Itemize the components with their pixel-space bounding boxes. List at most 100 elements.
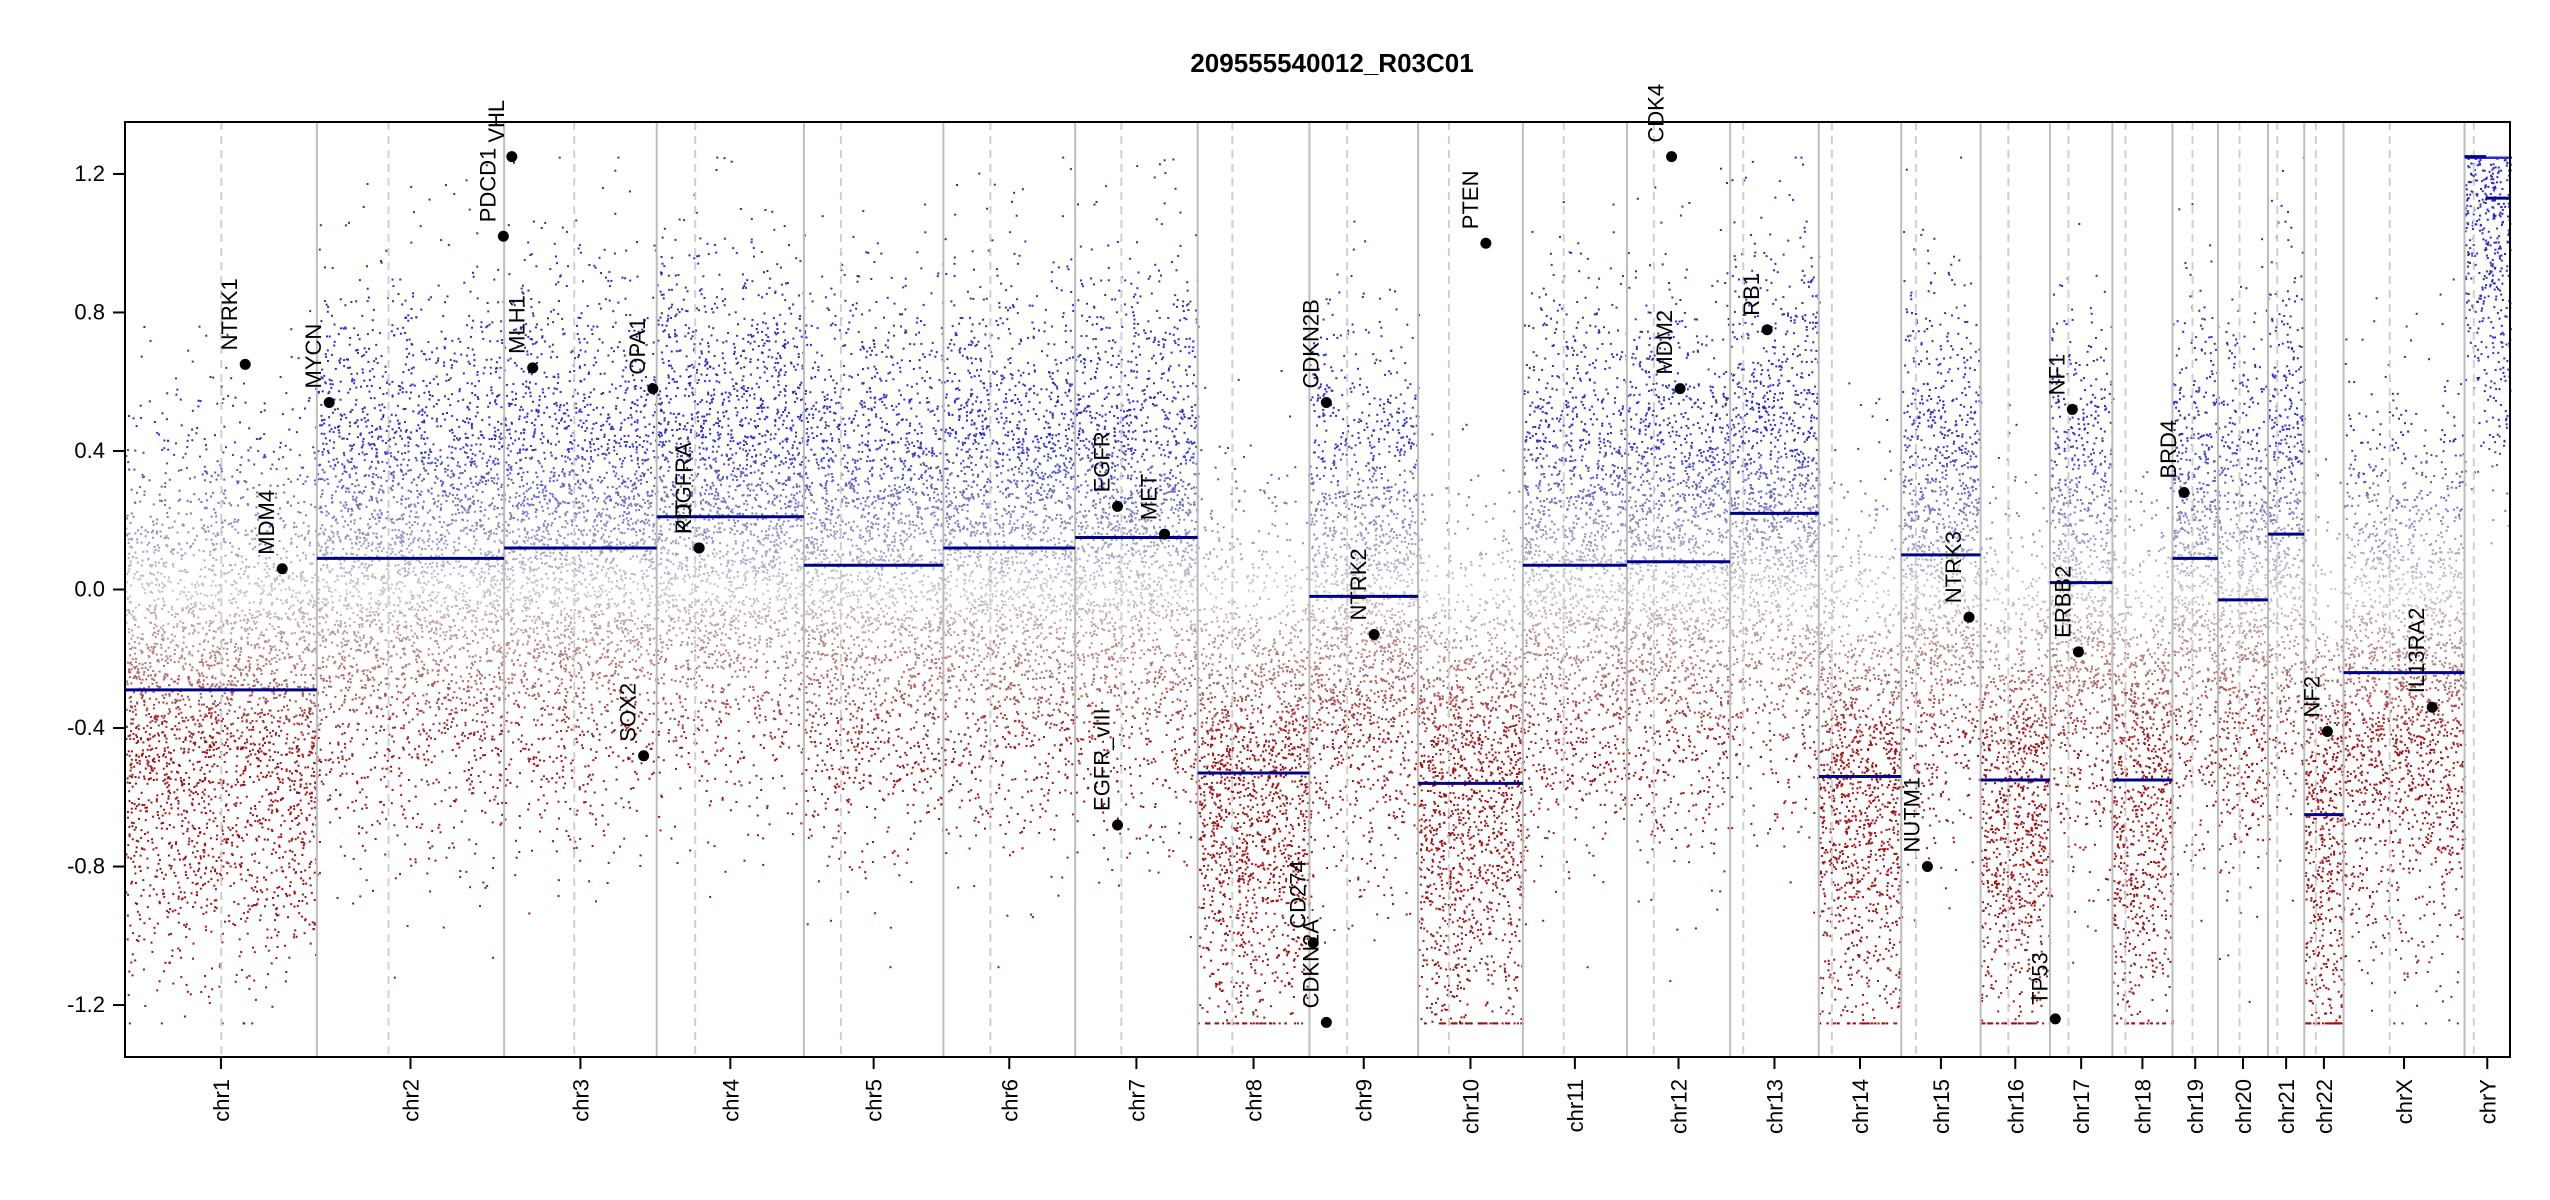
probe-point <box>166 827 168 830</box>
probe-point <box>351 772 354 775</box>
probe-point <box>312 684 315 687</box>
probe-point <box>272 897 274 899</box>
probe-point <box>212 630 215 633</box>
probe-point <box>465 179 468 182</box>
probe-point <box>380 535 383 538</box>
probe-point <box>164 961 167 964</box>
probe-point <box>329 771 331 773</box>
probe-point <box>299 576 302 579</box>
probe-point <box>247 700 250 703</box>
probe-point <box>249 656 252 659</box>
probe-point <box>359 609 362 612</box>
probe-point <box>254 807 257 810</box>
probe-point <box>180 711 183 714</box>
probe-point <box>470 569 473 572</box>
probe-point <box>236 746 239 749</box>
probe-point <box>300 722 303 725</box>
probe-point <box>313 801 316 804</box>
probe-point <box>307 618 310 621</box>
probe-point <box>432 599 434 602</box>
probe-point <box>265 557 268 560</box>
probe-point <box>304 480 307 483</box>
probe-point <box>407 441 410 444</box>
probe-point <box>498 539 501 542</box>
probe-point <box>252 889 255 892</box>
probe-point <box>376 555 378 557</box>
probe-point <box>479 757 482 760</box>
probe-point <box>368 431 371 434</box>
probe-point <box>386 563 389 566</box>
probe-point <box>155 583 157 586</box>
probe-point <box>400 554 403 557</box>
probe-point <box>330 768 333 771</box>
probe-point <box>338 761 340 764</box>
probe-point <box>247 868 249 871</box>
probe-point <box>223 838 226 841</box>
probe-point <box>491 392 494 395</box>
probe-point <box>267 613 270 616</box>
probe-point <box>440 503 443 506</box>
probe-point <box>254 998 257 1001</box>
probe-point <box>193 630 196 633</box>
probe-point <box>428 448 431 451</box>
probe-point <box>372 516 374 518</box>
probe-point <box>299 611 302 614</box>
probe-point <box>386 579 389 582</box>
probe-point <box>402 813 405 816</box>
probe-point <box>427 744 430 747</box>
probe-point <box>295 674 298 677</box>
probe-point <box>454 711 457 714</box>
probe-point <box>140 738 143 741</box>
probe-point <box>418 427 421 430</box>
probe-point <box>146 831 149 834</box>
probe-point <box>379 409 382 412</box>
probe-point <box>436 538 439 541</box>
probe-point <box>491 576 494 579</box>
probe-point <box>295 575 298 578</box>
probe-point <box>311 921 314 924</box>
probe-point <box>304 793 307 796</box>
probe-point <box>340 418 342 421</box>
probe-point <box>213 884 216 887</box>
probe-point <box>260 683 263 686</box>
probe-point <box>231 545 234 548</box>
probe-point <box>350 574 352 577</box>
probe-point <box>180 956 183 959</box>
probe-point <box>226 727 229 730</box>
probe-point <box>338 359 341 362</box>
probe-point <box>215 705 217 708</box>
probe-point <box>423 478 425 481</box>
probe-point <box>455 604 458 607</box>
probe-point <box>491 555 494 558</box>
probe-point <box>140 693 143 696</box>
probe-point <box>261 523 264 526</box>
probe-point <box>427 472 430 475</box>
probe-point <box>280 753 283 756</box>
probe-point <box>468 362 471 365</box>
probe-point <box>233 580 236 583</box>
probe-point <box>133 765 136 768</box>
probe-point <box>404 602 407 605</box>
probe-point <box>461 472 464 474</box>
probe-point <box>189 546 192 549</box>
probe-point <box>272 800 275 803</box>
probe-point <box>333 710 335 713</box>
probe-point <box>465 511 468 514</box>
probe-point <box>277 931 280 934</box>
probe-point <box>177 947 180 950</box>
probe-point <box>428 198 431 201</box>
probe-point <box>183 568 186 571</box>
probe-point <box>339 595 342 598</box>
probe-point <box>232 922 235 925</box>
probe-point <box>266 735 268 738</box>
probe-point <box>152 646 155 649</box>
probe-point <box>260 708 263 711</box>
probe-point <box>275 808 278 811</box>
probe-point <box>289 605 292 608</box>
probe-point <box>267 828 270 831</box>
probe-point <box>492 461 495 464</box>
probe-point <box>306 902 308 905</box>
probe-point <box>215 838 218 841</box>
probe-point <box>295 714 298 717</box>
probe-point <box>130 695 132 698</box>
